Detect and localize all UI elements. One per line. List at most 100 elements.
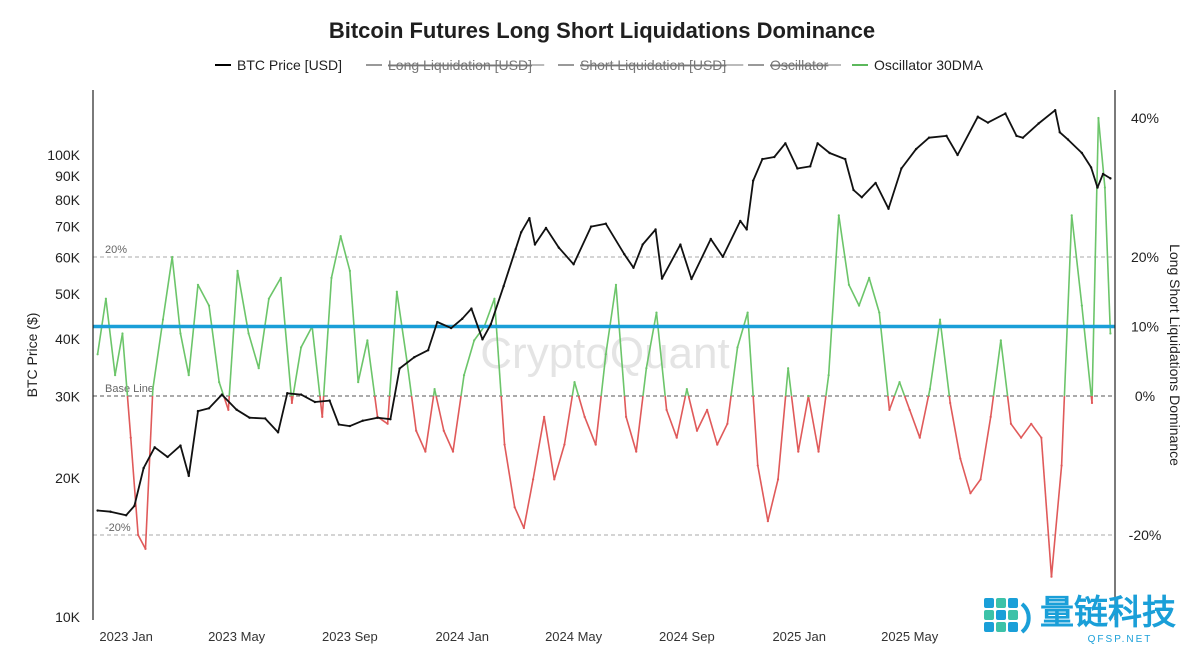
reference-lines: 20% Base Line -20%: [93, 244, 1115, 536]
btc-price-point: [745, 228, 748, 231]
y-left-tick-label: 70K: [55, 219, 81, 235]
btc-price-point: [660, 277, 664, 280]
btc-price-point: [654, 228, 657, 231]
oscillator-point: [675, 436, 678, 439]
oscillator-segment: [311, 326, 321, 397]
oscillator-segment: [623, 395, 627, 417]
oscillator-point: [797, 450, 800, 453]
legend-item[interactable]: Short Liquidation [USD]: [558, 57, 744, 73]
oscillator-point: [366, 339, 369, 342]
reference-line-label: -20%: [105, 522, 131, 534]
btc-price-point: [413, 356, 416, 359]
oscillator-point: [161, 318, 165, 321]
btc-price-point: [721, 255, 724, 259]
btc-price-point: [109, 510, 112, 513]
oscillator-point: [171, 255, 174, 259]
btc-price-point: [1096, 186, 1099, 189]
oscillator-segment: [969, 478, 982, 494]
oscillator-point: [837, 214, 840, 217]
oscillator-point: [207, 304, 211, 307]
btc-price-point: [263, 417, 267, 420]
legend-item[interactable]: Oscillator: [748, 57, 841, 73]
oscillator-segment: [257, 298, 270, 369]
oscillator-point: [706, 408, 709, 411]
oscillator-segment: [848, 284, 860, 306]
oscillator-point: [989, 415, 992, 418]
oscillator-point: [604, 353, 607, 356]
btc-price-point: [328, 399, 331, 402]
btc-price-point: [589, 225, 593, 228]
legend-label: Oscillator 30DMA: [874, 57, 984, 73]
oscillator-point: [1040, 436, 1043, 439]
btc-price-point: [133, 504, 136, 508]
oscillator-segment: [949, 402, 962, 459]
oscillator-segment: [736, 312, 749, 348]
oscillator-point: [1060, 464, 1063, 467]
oscillator-segment: [179, 333, 190, 376]
oscillator-segment: [665, 409, 678, 438]
oscillator-segment: [908, 409, 921, 438]
oscillator-point: [395, 290, 398, 293]
oscillator-segment: [959, 458, 972, 494]
oscillator-point: [321, 415, 324, 418]
btc-price-point: [142, 466, 145, 470]
oscillator-segment: [903, 395, 911, 411]
y-left-tick-label: 30K: [55, 389, 81, 405]
oscillator-segment: [827, 215, 840, 376]
oscillator-segment: [463, 340, 475, 376]
logo-text: 量链科技: [1040, 594, 1176, 632]
btc-price-point: [1021, 136, 1025, 139]
oscillator-point: [746, 311, 749, 314]
watermark: CryptoQuant: [480, 329, 729, 378]
legend-item[interactable]: Oscillator 30DMA: [852, 57, 984, 73]
oscillator-point: [655, 311, 658, 314]
btc-price-point: [1080, 151, 1084, 155]
oscillator-segment: [1000, 340, 1009, 397]
btc-price-point: [623, 252, 626, 256]
oscillator-point: [614, 283, 618, 286]
legend-label: BTC Price [USD]: [237, 57, 342, 73]
oscillator-segment: [696, 409, 708, 432]
oscillator-segment: [322, 277, 333, 397]
btc-price-point: [860, 196, 864, 199]
y-left-tick-label: 50K: [55, 286, 81, 302]
oscillator-point: [817, 450, 820, 453]
btc-price-point: [533, 243, 537, 246]
oscillator-point: [624, 415, 628, 418]
oscillator-segment: [415, 430, 427, 452]
oscillator-point: [1050, 575, 1053, 578]
btc-price-point: [709, 237, 713, 241]
legend-item[interactable]: BTC Price [USD]: [215, 57, 342, 73]
btc-price-point: [153, 446, 156, 449]
oscillator-point: [451, 450, 455, 453]
y-right-tick-label: 0%: [1135, 388, 1155, 404]
oscillator-point: [433, 387, 436, 391]
btc-price-point: [751, 179, 755, 182]
btc-price-point: [398, 367, 401, 370]
oscillator-point: [543, 415, 546, 418]
btc-price-point: [1066, 138, 1070, 141]
oscillator-point: [959, 457, 962, 460]
oscillator-segment: [600, 354, 607, 397]
oscillator-segment: [218, 381, 225, 397]
oscillator-point: [339, 235, 342, 238]
oscillator-point: [1080, 304, 1083, 307]
btc-price-point: [179, 444, 182, 447]
legend-item[interactable]: Long Liquidation [USD]: [366, 57, 545, 73]
y-left-tick-label: 90K: [55, 168, 81, 184]
btc-price-point: [481, 338, 484, 341]
y-left-tick-label: 40K: [55, 331, 81, 347]
oscillator-segment: [292, 347, 302, 397]
btc-price-point: [914, 147, 918, 151]
oscillator-point: [553, 478, 556, 481]
logo-mark-icon: [984, 598, 1031, 634]
oscillator-point: [299, 346, 303, 349]
btc-price-series: [96, 109, 1112, 517]
oscillator-point: [807, 394, 810, 398]
btc-price-point: [1058, 131, 1061, 134]
oscillator-point: [1090, 401, 1094, 405]
oscillator-point: [236, 269, 239, 272]
oscillator-point: [716, 443, 719, 446]
oscillator-segment: [410, 395, 417, 431]
y-left-tick-label: 20K: [55, 470, 81, 486]
